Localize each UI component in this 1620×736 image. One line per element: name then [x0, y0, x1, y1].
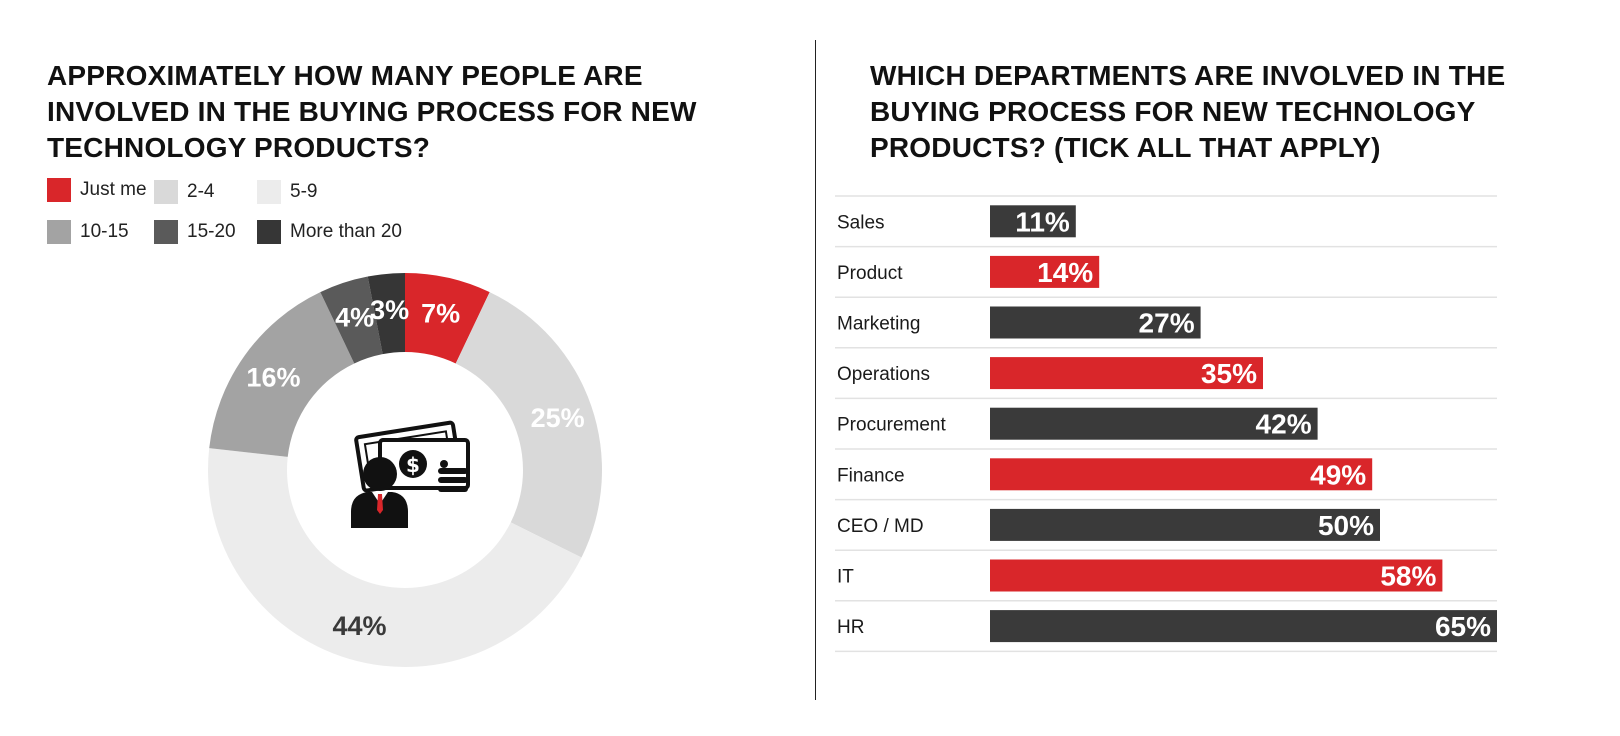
- bar-row: HR 65%: [835, 610, 1497, 653]
- donut-slices: [207, 273, 602, 668]
- legend-label: 15-20: [187, 221, 236, 242]
- bar-rows: Sales 11% Product 14% Marketing 27% Operations…: [835, 195, 1497, 653]
- bar-category-label: IT: [837, 567, 854, 588]
- donut-slice-label: 7%: [421, 298, 460, 328]
- donut-labels: 7% 25% 44% 16% 4%3%: [246, 295, 584, 641]
- bar-row: Sales 11%: [835, 205, 1497, 248]
- legend-item-2-4: 2-4: [154, 180, 214, 204]
- bar-row: Finance 49%: [835, 458, 1497, 501]
- bar: [990, 559, 1443, 592]
- legend-swatch: [154, 180, 178, 204]
- legend-item-5-9: 5-9: [257, 180, 317, 204]
- legend-swatch: [257, 220, 281, 244]
- bar-row: IT 58%: [835, 559, 1497, 602]
- bar: [990, 610, 1497, 643]
- bar-category-label: Sales: [837, 212, 885, 233]
- panel-divider: [815, 40, 816, 700]
- bar-chart-title: WHICH DEPARTMENTS ARE INVOLVED IN THE BU…: [870, 60, 1506, 163]
- legend-swatch: [154, 220, 178, 244]
- bar: [990, 458, 1373, 491]
- donut-slice-2-4: [455, 292, 602, 558]
- businessman-money-icon: $: [351, 420, 470, 528]
- people-involved-panel: APPROXIMATELY HOW MANY PEOPLE ARE INVOLV…: [47, 60, 697, 668]
- bar-category-label: Product: [837, 263, 903, 284]
- legend-label: 2-4: [187, 181, 215, 202]
- bar-value-label: 49%: [1310, 459, 1366, 490]
- legend-swatch: [257, 180, 281, 204]
- donut-chart: 7% 25% 44% 16% 4%3% $: [207, 273, 602, 668]
- bar-row: Procurement 42%: [835, 407, 1497, 450]
- bar-category-label: CEO / MD: [837, 516, 924, 537]
- bar-value-label: 27%: [1139, 308, 1195, 339]
- legend-label: 10-15: [80, 221, 129, 242]
- donut-slice-label: 16%: [246, 362, 300, 392]
- bar-value-label: 65%: [1435, 611, 1491, 642]
- bar-category-label: Marketing: [837, 314, 920, 335]
- bar: [990, 255, 1100, 288]
- bar: [990, 357, 1263, 390]
- donut-slice-label: 25%: [531, 403, 585, 433]
- donut-slice-just-me: [405, 273, 490, 364]
- donut-chart-title: APPROXIMATELY HOW MANY PEOPLE ARE INVOLV…: [47, 60, 697, 163]
- bar-row: Product 14%: [835, 255, 1497, 298]
- bar-value-label: 35%: [1201, 358, 1257, 389]
- bar-value-label: 42%: [1256, 409, 1312, 440]
- bar: [990, 508, 1380, 541]
- legend-item-15-20: 15-20: [154, 220, 236, 244]
- legend-swatch: [47, 220, 71, 244]
- legend-label: Just me: [80, 179, 147, 200]
- bar-row: CEO / MD 50%: [835, 508, 1497, 551]
- bar: [990, 407, 1318, 440]
- legend-label: 5-9: [290, 181, 318, 202]
- svg-text:$: $: [406, 453, 420, 477]
- donut-slice-more-than-20: [367, 273, 405, 355]
- donut-slice-label: 4%: [335, 303, 374, 333]
- legend-label: More than 20: [290, 221, 402, 242]
- bar: [990, 306, 1201, 339]
- bar: [990, 205, 1076, 238]
- bar-category-label: Procurement: [837, 415, 946, 436]
- bar-category-label: HR: [837, 617, 864, 638]
- bar-row: Operations 35%: [835, 357, 1497, 400]
- donut-slice-5-9: [207, 448, 582, 668]
- bar-value-label: 14%: [1037, 257, 1093, 288]
- legend-swatch: [47, 178, 71, 202]
- donut-slice-15-20: [320, 276, 383, 364]
- bar-value-label: 11%: [1015, 206, 1070, 237]
- bar-row: Marketing 27%: [835, 306, 1497, 349]
- bar-value-label: 50%: [1318, 510, 1374, 541]
- bar-category-label: Finance: [837, 465, 905, 486]
- bar-category-label: Operations: [837, 364, 930, 385]
- donut-slice-10-15: [209, 292, 355, 457]
- bar-chart: Sales 11% Product 14% Marketing 27% Operations…: [835, 195, 1497, 653]
- donut-slice-label: 44%: [332, 611, 386, 641]
- departments-panel: WHICH DEPARTMENTS ARE INVOLVED IN THE BU…: [820, 0, 1620, 736]
- legend-item-just-me: Just me: [47, 178, 147, 202]
- bar-value-label: 58%: [1380, 561, 1436, 592]
- donut-slice-label: 3%: [370, 295, 409, 325]
- legend-item-more-than-20: More than 20: [257, 220, 402, 244]
- legend-item-10-15: 10-15: [47, 220, 129, 244]
